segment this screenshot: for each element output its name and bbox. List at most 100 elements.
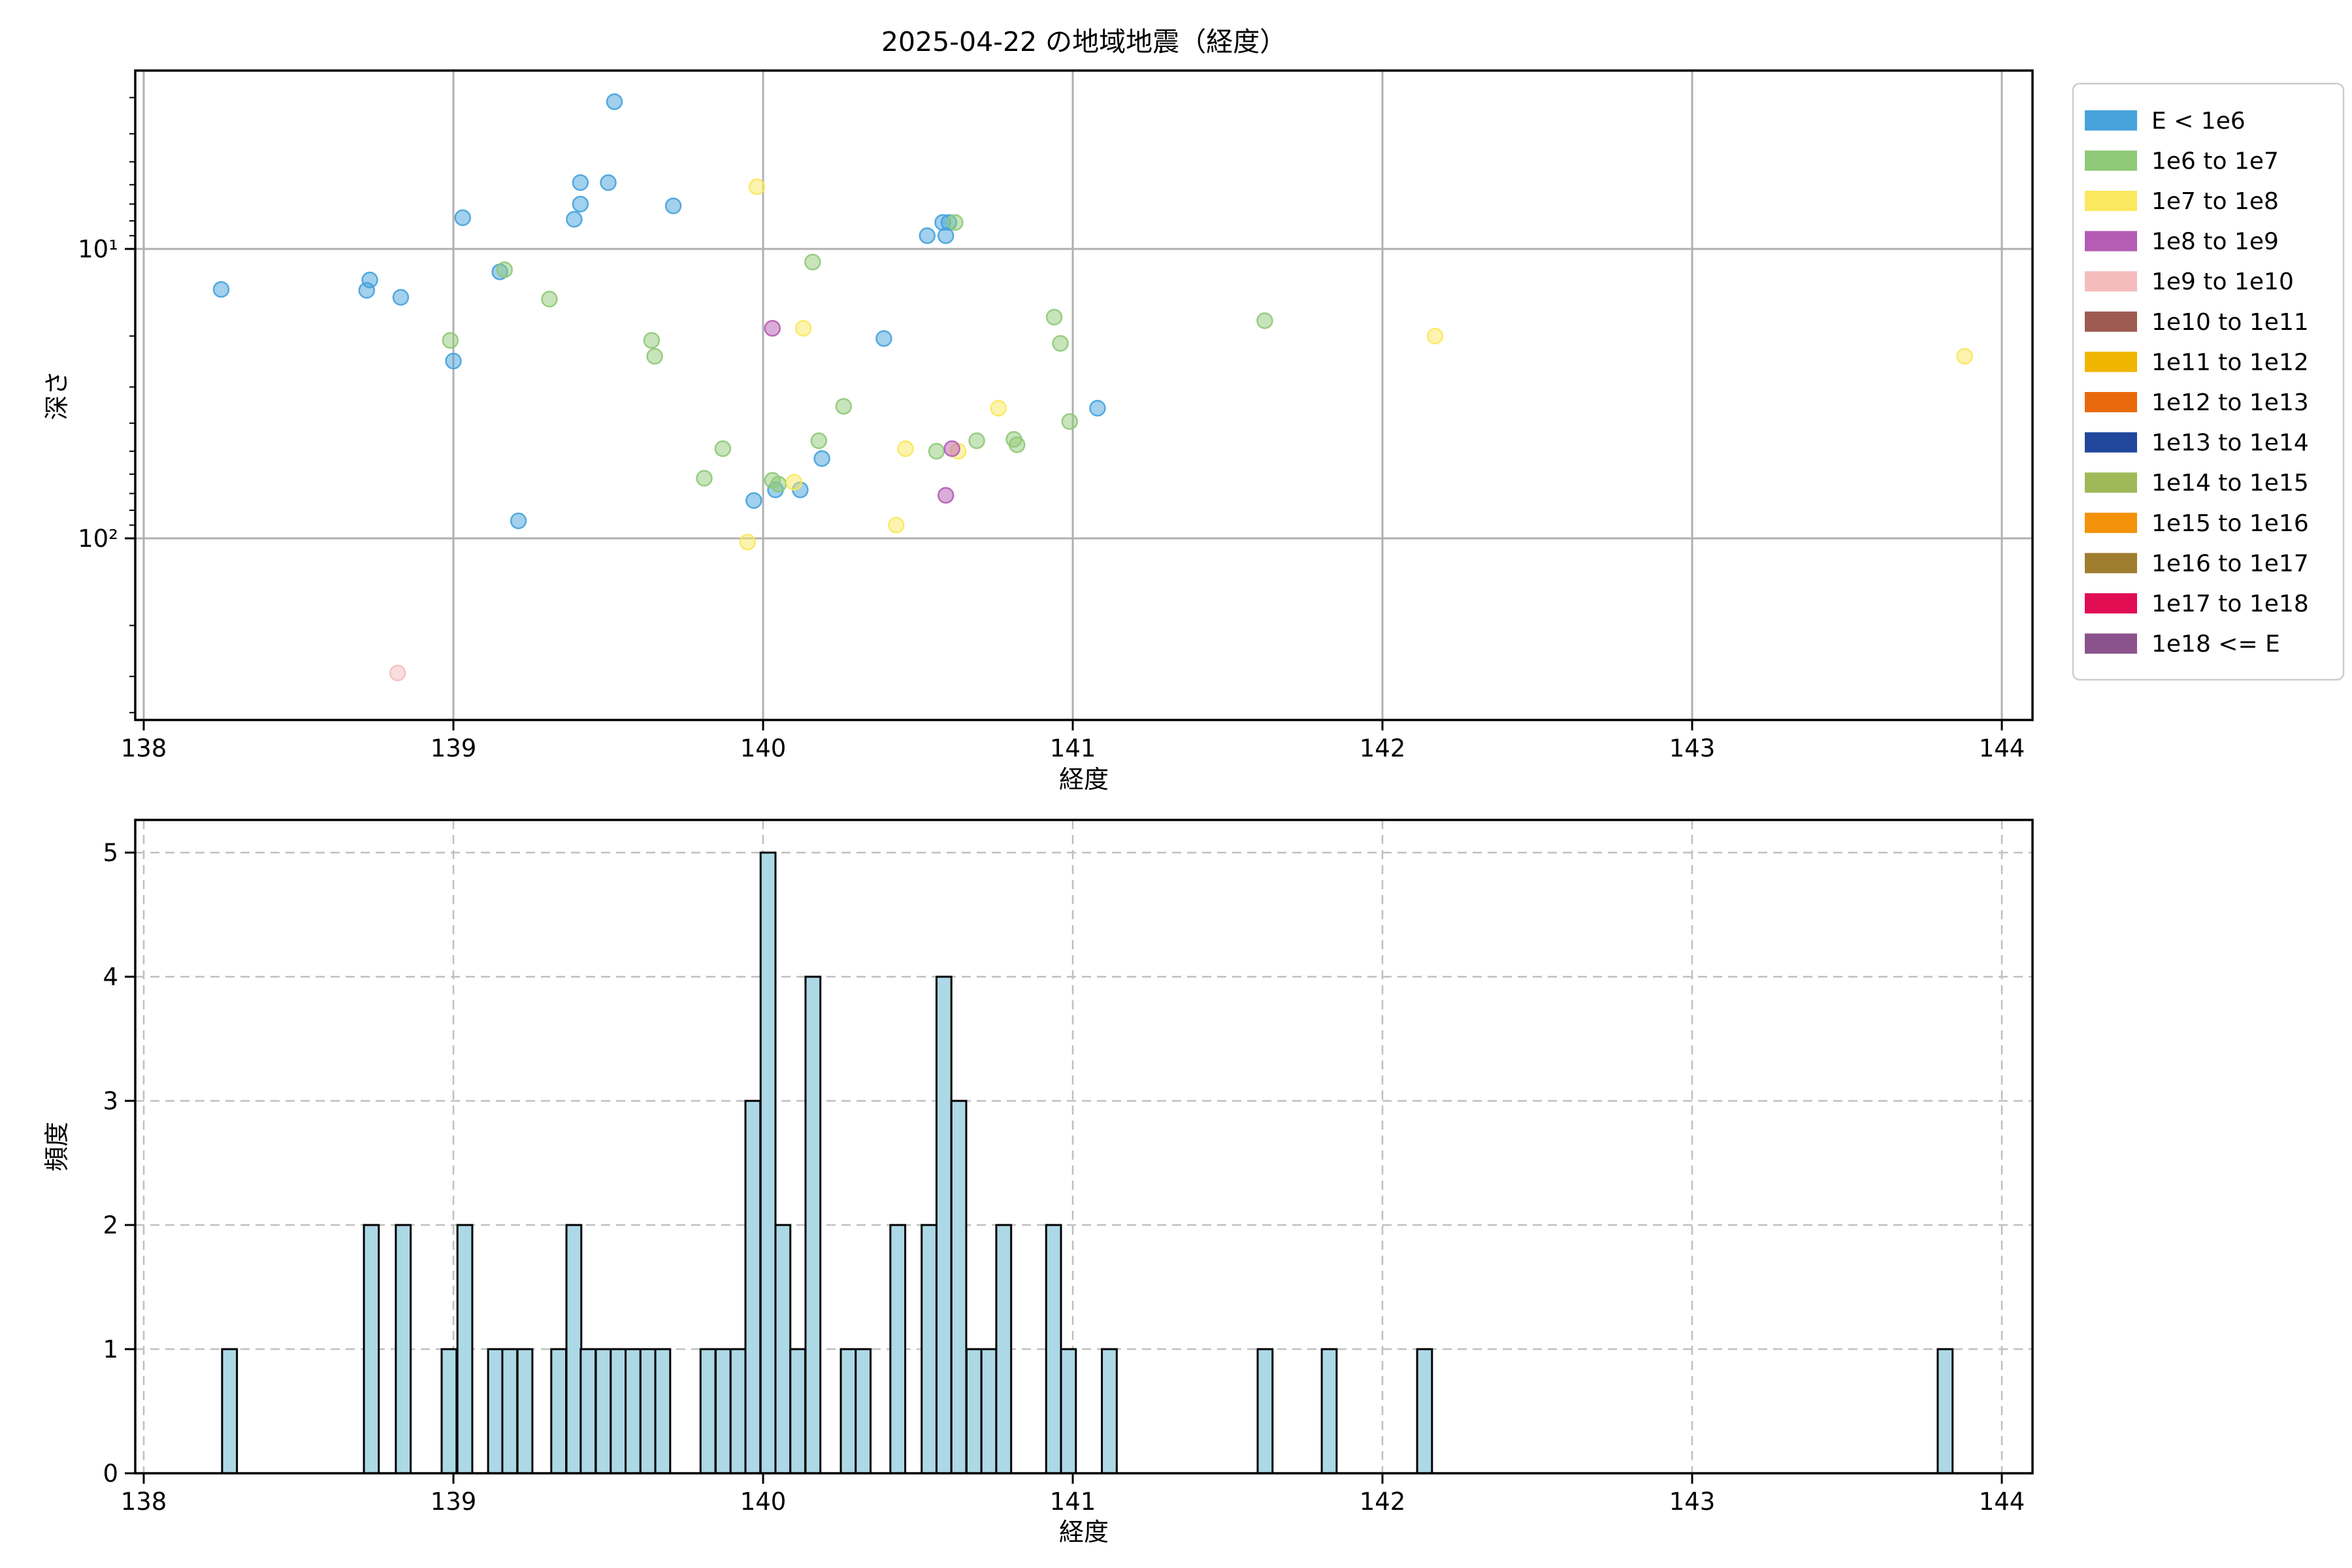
histogram-bar bbox=[610, 1348, 627, 1475]
scatter-axes-frame bbox=[134, 69, 2034, 721]
scatter-point bbox=[919, 227, 936, 244]
histogram-bar bbox=[1060, 1348, 1077, 1475]
legend-label: 1e11 to 1e12 bbox=[2151, 349, 2309, 376]
histogram-bar bbox=[595, 1348, 612, 1475]
scatter-point bbox=[937, 487, 955, 504]
scatter-point bbox=[745, 492, 762, 509]
histogram-bar bbox=[363, 1224, 380, 1475]
scatter-point bbox=[664, 197, 682, 214]
scatter-point bbox=[1061, 413, 1079, 431]
scatter-point bbox=[541, 290, 558, 308]
x-tick-label: 141 bbox=[1050, 734, 1096, 762]
scatter-point bbox=[770, 476, 787, 493]
scatter-point bbox=[835, 398, 852, 415]
x-tick-label: 144 bbox=[1979, 1488, 2025, 1516]
scatter-point bbox=[764, 319, 781, 337]
histogram-bar bbox=[789, 1348, 806, 1475]
scatter-point bbox=[804, 253, 821, 270]
legend-swatch bbox=[2085, 231, 2137, 252]
scatter-point bbox=[794, 319, 812, 337]
y-tick-label: 1 bbox=[103, 1335, 118, 1364]
scatter-point bbox=[990, 400, 1007, 417]
legend-swatch bbox=[2085, 512, 2137, 533]
scatter-point bbox=[496, 261, 513, 278]
legend-swatch bbox=[2085, 472, 2137, 493]
x-tick-label: 144 bbox=[1979, 734, 2025, 762]
scatter-gridlines bbox=[135, 71, 2033, 720]
histogram-bar bbox=[729, 1348, 747, 1475]
histogram-bar bbox=[759, 851, 777, 1475]
legend-label: 1e16 to 1e17 bbox=[2151, 550, 2309, 577]
y-tick-label: 0 bbox=[103, 1460, 118, 1488]
scatter-point bbox=[810, 432, 828, 449]
scatter-point bbox=[1956, 348, 1973, 365]
histogram-bar bbox=[1101, 1348, 1118, 1475]
histogram-bar bbox=[1256, 1348, 1274, 1475]
scatter-yaxis-label: 深さ bbox=[42, 370, 71, 420]
legend-swatch bbox=[2085, 553, 2137, 574]
histogram-bar bbox=[744, 1100, 762, 1475]
legend-label: 1e6 to 1e7 bbox=[2151, 148, 2279, 174]
scatter-point bbox=[947, 214, 964, 231]
scatter-point bbox=[739, 533, 757, 551]
histogram-bar bbox=[639, 1348, 657, 1475]
legend-swatch bbox=[2085, 351, 2137, 372]
scatter-point bbox=[943, 440, 960, 457]
scatter-point bbox=[1008, 436, 1026, 453]
legend-label: 1e8 to 1e9 bbox=[2151, 229, 2279, 255]
scatter-point bbox=[897, 440, 914, 457]
scatter-point bbox=[358, 282, 376, 299]
legend-swatch bbox=[2085, 191, 2137, 211]
x-tick-label: 140 bbox=[740, 734, 787, 762]
histogram-ticks: 138 139 140 141 142 143 144 0 1 2 3 4 5 bbox=[103, 839, 2025, 1516]
chart-title: 2025-04-22 の地域地震（経度） bbox=[881, 26, 1286, 57]
scatter-point bbox=[606, 93, 623, 110]
histogram-yaxis-label: 頻度 bbox=[42, 1122, 71, 1171]
x-tick-label: 139 bbox=[431, 734, 477, 762]
histogram-bar bbox=[965, 1348, 983, 1475]
scatter-point bbox=[442, 332, 459, 349]
scatter-point bbox=[510, 512, 527, 529]
legend-label: 1e17 to 1e18 bbox=[2151, 591, 2309, 617]
legend-swatch bbox=[2085, 392, 2137, 412]
scatter-point bbox=[696, 470, 713, 487]
legend-label: E < 1e6 bbox=[2151, 108, 2246, 135]
x-tick-label: 142 bbox=[1360, 734, 1406, 762]
histogram-bar bbox=[889, 1224, 907, 1475]
legend-swatch bbox=[2085, 150, 2137, 171]
legend-swatch bbox=[2085, 271, 2137, 292]
histogram-bar bbox=[1320, 1348, 1338, 1475]
scatter-point bbox=[389, 664, 406, 681]
histogram-bar bbox=[654, 1348, 672, 1475]
scatter-point bbox=[1426, 327, 1444, 345]
histogram-bar bbox=[804, 975, 822, 1475]
legend-label: 1e15 to 1e16 bbox=[2151, 510, 2309, 537]
histogram-bar bbox=[456, 1224, 474, 1475]
histogram-bar bbox=[714, 1348, 732, 1475]
scatter-point bbox=[392, 289, 410, 306]
histogram-bar bbox=[221, 1348, 238, 1475]
scatter-point bbox=[445, 352, 462, 370]
legend-label: 1e9 to 1e10 bbox=[2151, 269, 2294, 295]
histogram-gridlines bbox=[135, 820, 2033, 1473]
legend-label: 1e18 <= E bbox=[2151, 631, 2280, 658]
y-tick-label: 3 bbox=[103, 1087, 118, 1115]
scatter-point bbox=[566, 210, 583, 228]
histogram-bar bbox=[516, 1348, 534, 1475]
scatter-point bbox=[875, 330, 892, 347]
scatter-point bbox=[785, 474, 803, 491]
legend-swatch bbox=[2085, 110, 2137, 131]
histogram-bar bbox=[855, 1348, 872, 1475]
scatter-point bbox=[968, 432, 985, 449]
histogram-bar bbox=[625, 1348, 642, 1475]
scatter-point bbox=[928, 442, 945, 460]
legend-swatch bbox=[2085, 593, 2137, 613]
histogram-bar bbox=[699, 1348, 717, 1475]
scatter-point bbox=[646, 348, 663, 365]
x-tick-label: 143 bbox=[1669, 1488, 1716, 1516]
histogram-bar bbox=[1416, 1348, 1433, 1475]
histogram-axes-frame bbox=[134, 819, 2034, 1475]
histogram-bar bbox=[580, 1348, 597, 1475]
